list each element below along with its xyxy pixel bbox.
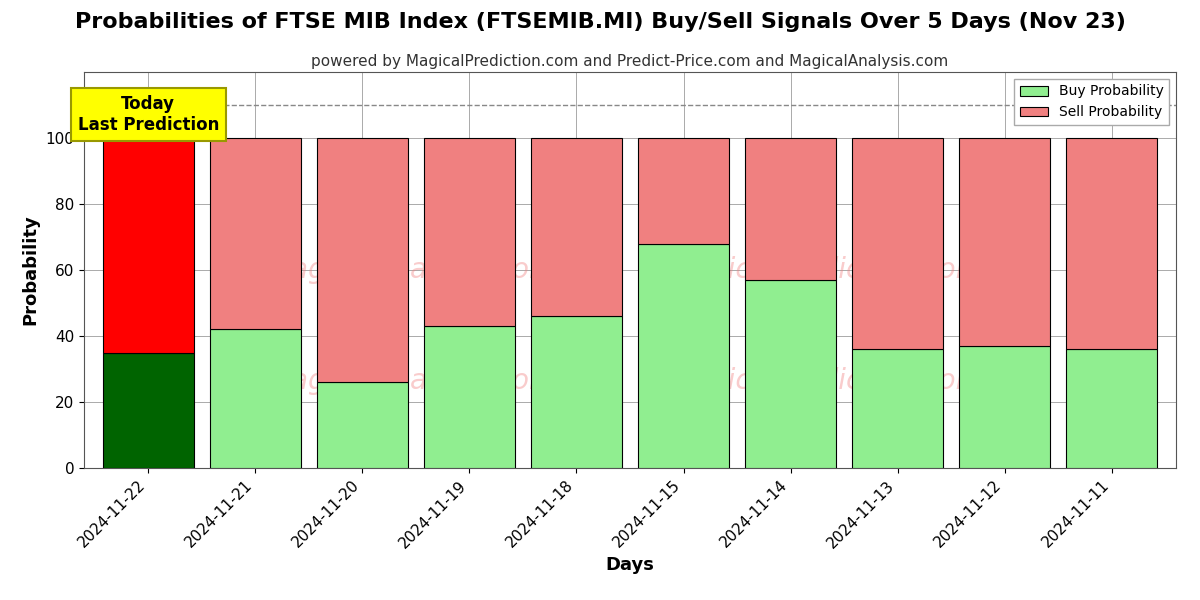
Bar bbox=[745, 280, 836, 468]
Bar bbox=[959, 346, 1050, 468]
Bar bbox=[1067, 138, 1157, 349]
Bar bbox=[638, 138, 730, 244]
Title: powered by MagicalPrediction.com and Predict-Price.com and MagicalAnalysis.com: powered by MagicalPrediction.com and Pre… bbox=[311, 55, 949, 70]
Text: MagicalAnalysis.com: MagicalAnalysis.com bbox=[268, 256, 556, 284]
Bar bbox=[424, 326, 515, 468]
Y-axis label: Probability: Probability bbox=[22, 215, 40, 325]
Bar bbox=[317, 382, 408, 468]
Text: MagicalPrediction.com: MagicalPrediction.com bbox=[670, 256, 983, 284]
Bar bbox=[745, 138, 836, 280]
Bar bbox=[103, 138, 193, 353]
Bar bbox=[424, 138, 515, 326]
Bar bbox=[210, 329, 301, 468]
Text: MagicalAnalysis.com: MagicalAnalysis.com bbox=[268, 367, 556, 395]
Bar bbox=[852, 138, 943, 349]
Bar bbox=[1067, 349, 1157, 468]
Bar bbox=[638, 244, 730, 468]
Text: MagicalPrediction.com: MagicalPrediction.com bbox=[670, 367, 983, 395]
Bar bbox=[210, 138, 301, 329]
X-axis label: Days: Days bbox=[606, 556, 654, 574]
Text: Probabilities of FTSE MIB Index (FTSEMIB.MI) Buy/Sell Signals Over 5 Days (Nov 2: Probabilities of FTSE MIB Index (FTSEMIB… bbox=[74, 12, 1126, 32]
Text: Today
Last Prediction: Today Last Prediction bbox=[78, 95, 218, 134]
Legend: Buy Probability, Sell Probability: Buy Probability, Sell Probability bbox=[1014, 79, 1169, 125]
Bar bbox=[103, 353, 193, 468]
Bar bbox=[852, 349, 943, 468]
Bar bbox=[530, 316, 622, 468]
Bar bbox=[530, 138, 622, 316]
Bar bbox=[959, 138, 1050, 346]
Bar bbox=[317, 138, 408, 382]
